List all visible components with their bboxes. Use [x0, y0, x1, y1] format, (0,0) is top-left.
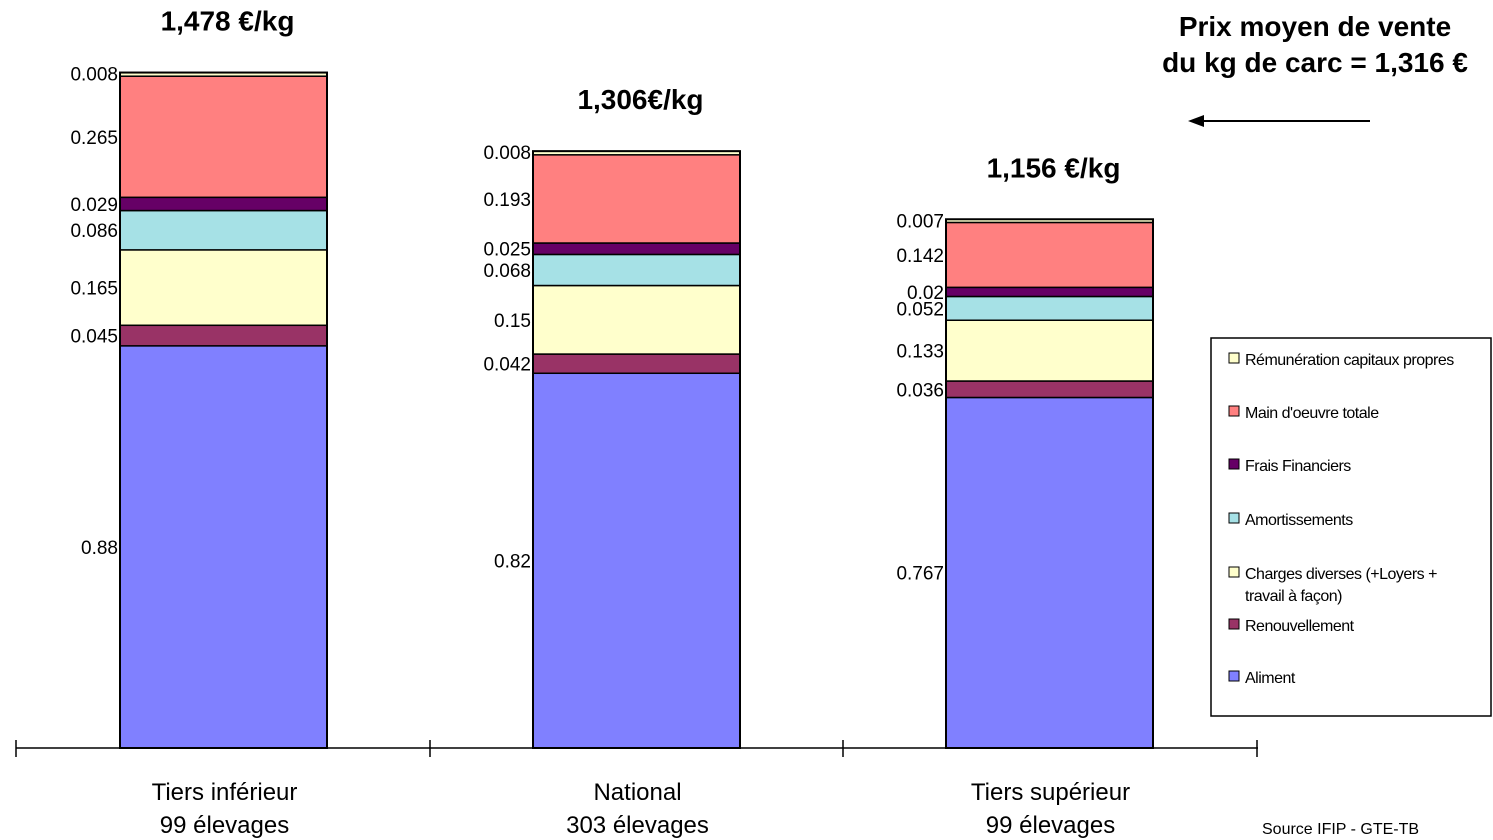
category-label-0-0: Tiers inférieur [152, 779, 298, 806]
bar-segment-1-0 [119, 324, 328, 347]
value-label-5-2: 0.142 [896, 246, 944, 267]
legend-label-5: Main d'oeuvre totale [1245, 405, 1379, 422]
bar-segment-3-2 [945, 295, 1154, 321]
legend-swatch-3 [1228, 512, 1240, 524]
bar-segment-3-0 [119, 209, 328, 251]
value-label-6-0: 0.008 [70, 65, 118, 86]
value-label-3-0: 0.086 [70, 221, 118, 242]
value-label-1-0: 0.045 [70, 327, 118, 348]
bar-segment-4-1 [532, 242, 741, 256]
value-label-5-0: 0.265 [70, 128, 118, 149]
value-label-2-2: 0.133 [896, 342, 944, 363]
bar-segment-5-1 [532, 154, 741, 244]
bar-segment-4-0 [119, 196, 328, 212]
bar-segment-0-2 [945, 396, 1154, 749]
x-axis [15, 740, 1258, 757]
total-label-1: 1,306€/kg [577, 84, 703, 115]
legend-label-6: Rémunération capitaux propres [1245, 352, 1454, 369]
category-labels-group: Tiers inférieur 99 élevages National 303 él… [152, 779, 1131, 839]
bar-segment-5-0 [119, 75, 328, 199]
bar-segment-4-2 [945, 286, 1154, 298]
legend-swatch-1 [1228, 618, 1240, 630]
bar-segment-1-1 [532, 353, 741, 375]
value-label-6-1: 0.008 [483, 143, 531, 164]
legend-label-3: Amortissements [1245, 512, 1353, 529]
value-label-3-2: 0.052 [896, 299, 944, 320]
value-label-3-1: 0.068 [483, 261, 531, 282]
legend: Rémunération capitaux propres Main d'oeuv… [1210, 337, 1492, 717]
bar-segment-0-0 [119, 345, 328, 749]
legend-label-1: Renouvellement [1245, 618, 1355, 635]
value-label-4-0: 0.029 [70, 195, 118, 216]
legend-swatch-5 [1228, 405, 1240, 417]
bar-segment-0-1 [532, 372, 741, 749]
price-note-line2: du kg de carc = 1,316 € [1162, 47, 1468, 78]
source-note: Source IFIP - GTE-TB [1262, 821, 1419, 838]
value-labels-group: 0.88 0.045 0.165 0.086 0.029 0.265 0.008 0.82 0.… [70, 65, 944, 585]
bar-segment-1-2 [945, 380, 1154, 399]
value-label-2-1: 0.15 [494, 311, 531, 332]
value-label-4-2: 0.02 [907, 283, 944, 304]
bar-segment-2-0 [119, 249, 328, 327]
value-label-2-0: 0.165 [70, 279, 118, 300]
price-note-line1: Prix moyen de vente [1179, 11, 1451, 42]
legend-swatch-6 [1228, 352, 1240, 364]
value-label-0-1: 0.82 [494, 552, 531, 573]
bar-segment-2-2 [945, 319, 1154, 382]
bars-group [119, 71, 1154, 750]
category-label-2-0: Tiers supérieur [971, 779, 1130, 806]
category-label-1-1: 303 élevages [566, 812, 709, 839]
value-label-5-1: 0.193 [483, 190, 531, 211]
value-label-1-1: 0.042 [483, 355, 531, 376]
legend-box [1210, 337, 1492, 717]
total-labels-group: 1,478 €/kg 1,306€/kg 1,156 €/kg [161, 6, 1121, 184]
bar-segment-5-2 [945, 221, 1154, 289]
category-label-2-1: 99 élevages [986, 812, 1115, 839]
value-label-0-0: 0.88 [81, 538, 118, 559]
category-label-0-1: 99 élevages [160, 812, 289, 839]
bar-segment-2-1 [532, 284, 741, 355]
legend-label-4: Frais Financiers [1245, 458, 1351, 475]
total-label-0: 1,478 €/kg [161, 6, 295, 37]
legend-swatch-0 [1228, 670, 1240, 682]
legend-swatch-4 [1228, 458, 1240, 470]
legend-label-2: Charges diverses (+Loyers + [1245, 566, 1437, 583]
arrow-left-icon [1188, 115, 1370, 127]
value-label-4-1: 0.025 [483, 240, 531, 261]
legend-label-0: Aliment [1245, 670, 1296, 687]
legend-swatch-2 [1228, 566, 1240, 578]
bar-segment-3-1 [532, 253, 741, 287]
value-label-0-2: 0.767 [896, 564, 944, 585]
value-label-1-2: 0.036 [896, 380, 944, 401]
category-label-1-0: National [593, 779, 681, 806]
total-label-2: 1,156 €/kg [987, 152, 1121, 183]
legend-label-2-cont: travail à façon) [1245, 588, 1342, 605]
value-label-6-2: 0.007 [896, 211, 944, 232]
